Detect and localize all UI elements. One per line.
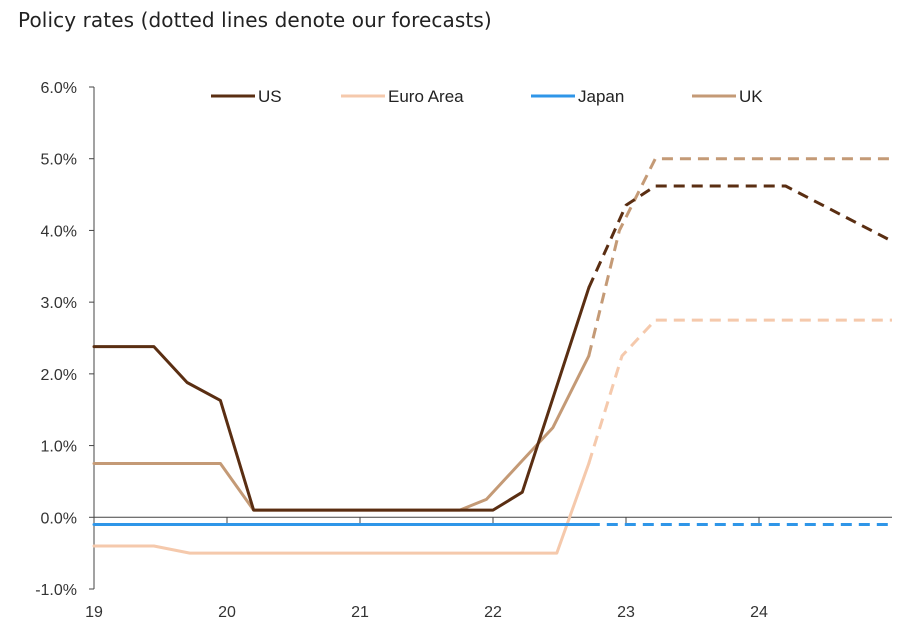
x-axis: 19 20 21 22 23 24 [85, 516, 892, 621]
x-tick-label: 20 [218, 604, 236, 621]
y-tick-label: 5.0% [41, 152, 77, 169]
legend-label: UK [739, 87, 763, 106]
y-tick-label: 4.0% [41, 223, 77, 240]
x-tick-label: 22 [484, 604, 502, 621]
series-us-forecast-line [587, 184, 893, 289]
y-axis: 6.0% 5.0% 4.0% 3.0% 2.0% 1.0% 0.0% -1.0% [35, 80, 95, 599]
legend: US Euro Area Japan UK [211, 87, 763, 106]
y-tick-label: 3.0% [41, 295, 77, 312]
x-tick-label: 24 [750, 604, 768, 621]
y-tick-label: 1.0% [41, 439, 77, 456]
series-euro-area-actual-line [92, 462, 591, 555]
y-tick-label: 0.0% [41, 510, 77, 527]
legend-item-euro-area: Euro Area [341, 87, 464, 106]
legend-item-uk: UK [692, 87, 763, 106]
legend-label: US [258, 87, 282, 106]
legend-item-us: US [211, 87, 282, 106]
x-tick-label: 21 [351, 604, 369, 621]
series-uk-actual-line [92, 354, 591, 512]
series-us-actual-line [92, 286, 591, 512]
x-tick-label: 19 [85, 604, 103, 621]
legend-item-japan: Japan [531, 87, 624, 106]
x-tick-label: 23 [617, 604, 635, 621]
legend-label: Euro Area [388, 87, 464, 106]
series-layer [92, 157, 893, 555]
y-tick-label: -1.0% [35, 582, 77, 599]
series-euro-area-forecast-line [587, 318, 892, 464]
y-tick-label: 2.0% [41, 367, 77, 384]
chart-title: Policy rates (dotted lines denote our fo… [18, 8, 492, 32]
y-tick-label: 6.0% [41, 80, 77, 97]
series-uk-forecast-line [587, 157, 892, 357]
legend-label: Japan [578, 87, 624, 106]
